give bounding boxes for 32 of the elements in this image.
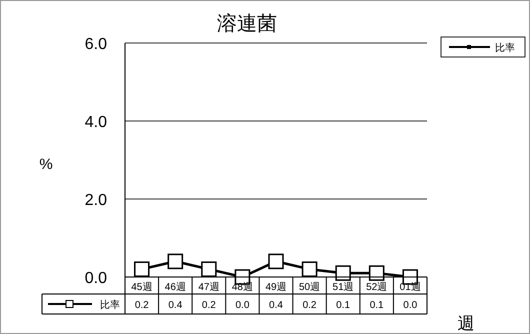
y-tick-label: 2.0 [84,192,108,209]
legend-label: 比率 [100,299,120,311]
x-tick-label: 46週 [164,282,186,293]
point [134,261,150,277]
y-tick-label: 0.0 [84,270,108,287]
data-label: 0.2 [134,300,150,311]
point [201,261,217,277]
point [168,254,184,270]
data-label: 0.4 [269,300,284,311]
x-axis-title: 週 [458,314,474,333]
data-label: 0.0 [235,300,250,311]
x-tick-label: 45週 [131,282,152,293]
point [268,254,284,270]
data-label: 0.1 [336,300,350,311]
x-tick-label: 49週 [265,282,287,293]
point [335,265,351,281]
point [302,261,318,277]
data-label: 0.2 [202,300,216,311]
y-tick-label: 6.0 [84,36,108,53]
y-tick-label: 4.0 [84,114,108,131]
data-label: 0.1 [370,300,384,311]
x-tick-label: 50週 [298,282,320,293]
data-label: 0.4 [168,300,183,311]
data-label: 0.2 [302,300,317,311]
y-axis-title: % [39,156,53,173]
text: 比率 [495,43,515,54]
chart-title: 溶連菌 [217,13,277,35]
x-tick-label: 51週 [332,282,354,293]
x-tick-label: 47週 [198,282,220,293]
data-label: 0.0 [403,300,418,311]
point [368,265,384,281]
x-tick-label: 52週 [366,282,388,293]
